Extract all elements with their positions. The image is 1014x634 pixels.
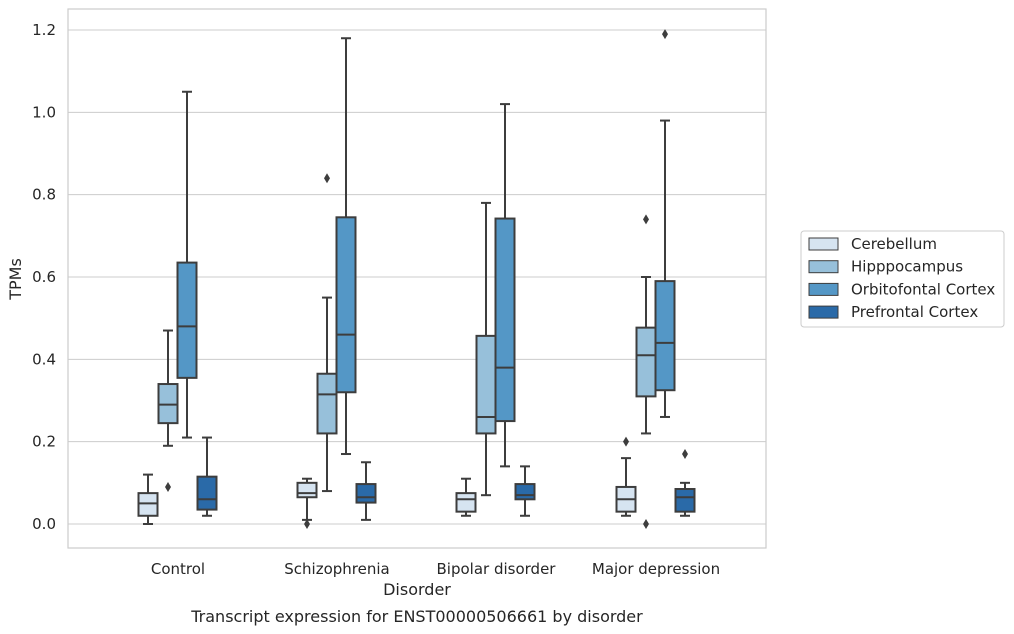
box-orbitofontal-cortex bbox=[176, 90, 198, 439]
box-iqr bbox=[475, 334, 497, 435]
legend-label: Prefrontal Cortex bbox=[851, 303, 978, 321]
legend-swatch bbox=[808, 260, 839, 274]
outlier-point bbox=[643, 519, 649, 529]
y-tick-label: 1.2 bbox=[32, 21, 56, 39]
box-prefrontal-cortex bbox=[355, 461, 377, 521]
box-hipppocampus bbox=[316, 173, 338, 493]
box-iqr bbox=[654, 280, 676, 392]
x-axis-ticks: Control Schizophrenia Bipolar disorder Majo… bbox=[151, 560, 720, 578]
legend: Cerebellum Hipppocampus Orbitofontal Corte… bbox=[800, 230, 1005, 328]
box-iqr bbox=[176, 261, 198, 379]
box-iqr bbox=[514, 483, 536, 501]
outlier-point bbox=[623, 436, 629, 447]
box-hipppocampus bbox=[475, 201, 497, 497]
legend-label: Cerebellum bbox=[851, 235, 937, 253]
box-iqr bbox=[335, 216, 357, 394]
box-iqr bbox=[137, 492, 159, 517]
box-cerebellum bbox=[137, 473, 159, 525]
outlier-point bbox=[304, 519, 310, 529]
y-tick-label: 1.0 bbox=[32, 103, 56, 121]
box-iqr bbox=[494, 217, 516, 423]
legend-swatch bbox=[808, 282, 839, 296]
box-prefrontal-cortex bbox=[674, 449, 696, 517]
box-iqr bbox=[316, 372, 338, 435]
box-cerebellum bbox=[615, 436, 637, 517]
box-iqr bbox=[635, 326, 657, 398]
box-hipppocampus bbox=[157, 329, 179, 492]
legend-swatch bbox=[808, 237, 839, 251]
x-axis-label: Disorder bbox=[383, 580, 451, 599]
box-prefrontal-cortex bbox=[514, 465, 536, 517]
box-orbitofontal-cortex bbox=[494, 103, 516, 468]
legend-frame bbox=[800, 230, 1005, 328]
box-orbitofontal-cortex bbox=[335, 37, 357, 456]
x-tick-label: Bipolar disorder bbox=[437, 560, 557, 578]
y-axis-label: TPMs bbox=[6, 258, 25, 301]
legend-swatch bbox=[808, 305, 839, 319]
y-tick-label: 0.8 bbox=[32, 186, 56, 204]
y-tick-label: 0.4 bbox=[32, 350, 56, 368]
y-axis-ticks: 0.0 0.2 0.4 0.6 0.8 1.0 1.2 bbox=[32, 21, 56, 533]
x-tick-label: Major depression bbox=[592, 560, 720, 578]
box-prefrontal-cortex bbox=[196, 436, 218, 517]
y-tick-label: 0.2 bbox=[32, 433, 56, 451]
outlier-point bbox=[324, 173, 330, 184]
outlier-point bbox=[165, 481, 171, 492]
legend-label: Hipppocampus bbox=[851, 258, 963, 276]
box-iqr bbox=[355, 483, 377, 504]
y-tick-label: 0.0 bbox=[32, 515, 56, 533]
box-cerebellum bbox=[296, 477, 318, 529]
box-iqr bbox=[157, 383, 179, 425]
plot-area bbox=[137, 29, 696, 529]
outlier-point bbox=[662, 29, 668, 40]
outlier-point bbox=[682, 449, 688, 460]
box-hipppocampus bbox=[635, 214, 657, 529]
x-tick-label: Schizophrenia bbox=[284, 560, 389, 578]
box-iqr bbox=[455, 492, 477, 513]
x-tick-label: Control bbox=[151, 560, 205, 578]
box-iqr bbox=[196, 475, 218, 511]
chart-caption: Transcript expression for ENST0000050666… bbox=[190, 607, 643, 626]
box-cerebellum bbox=[455, 477, 477, 517]
y-tick-label: 0.6 bbox=[32, 268, 56, 286]
box-iqr bbox=[296, 481, 318, 499]
box-orbitofontal-cortex bbox=[654, 29, 676, 418]
outlier-point bbox=[643, 214, 649, 225]
legend-label: Orbitofontal Cortex bbox=[851, 280, 995, 298]
plot-frame bbox=[67, 8, 767, 549]
box-iqr bbox=[674, 488, 696, 513]
